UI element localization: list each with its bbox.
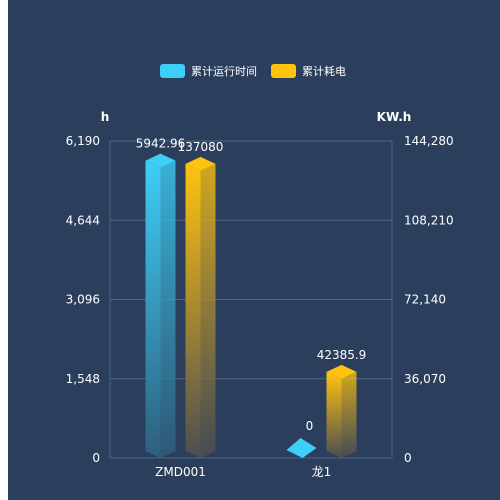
y-left-tick-label: 0	[92, 451, 100, 465]
y-right-unit: KW.h	[377, 110, 412, 124]
legend-swatch-energy	[271, 64, 296, 78]
bar-top	[185, 156, 216, 171]
chart-legend: 累计运行时间 累计耗电	[160, 63, 346, 79]
bar-zero	[286, 438, 317, 458]
y-right-tick-label: 36,070	[404, 372, 446, 386]
y-right-tick-label: 144,280	[404, 134, 454, 148]
y-left-tick-label: 1,548	[66, 372, 100, 386]
legend-label-runtime: 累计运行时间	[191, 65, 257, 78]
bar-data-label: 0	[306, 419, 314, 433]
y-left-tick-label: 3,096	[66, 293, 100, 307]
legend-swatch-runtime	[160, 64, 185, 78]
bar-face	[145, 160, 161, 459]
legend-item-runtime[interactable]: 累计运行时间	[160, 63, 257, 79]
y-right-tick-label: 108,210	[404, 213, 454, 227]
bar-data-label: 42385.9	[317, 348, 367, 362]
y-right-tick-label: 0	[404, 451, 412, 465]
legend-item-energy[interactable]: 累计耗电	[271, 63, 346, 79]
x-category-label: 龙1	[312, 465, 332, 479]
bar-top	[326, 364, 357, 379]
bar-top	[145, 153, 176, 168]
bar-data-label: 137080	[178, 140, 224, 154]
bar-side	[160, 160, 176, 459]
y-left-unit: h	[101, 110, 110, 124]
y-left-tick-label: 4,644	[66, 213, 100, 227]
chart-panel	[8, 0, 500, 500]
bar-data-label: 5942.96	[136, 137, 186, 151]
y-right-tick-label: 72,140	[404, 293, 446, 307]
y-left-tick-label: 6,190	[66, 134, 100, 148]
bar-face	[326, 371, 342, 458]
legend-label-energy: 累计耗电	[302, 65, 346, 78]
bar-face	[185, 163, 201, 458]
bar-side	[200, 163, 216, 458]
x-category-label: ZMD001	[155, 465, 206, 479]
bar-side	[341, 371, 357, 458]
